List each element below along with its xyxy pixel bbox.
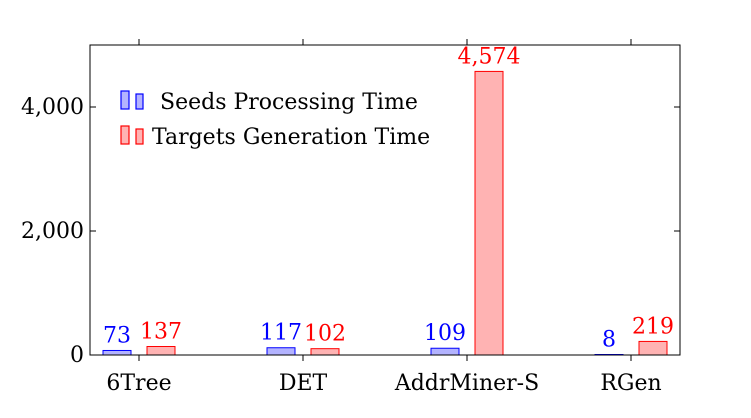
bar-value-label: 102 xyxy=(304,322,346,347)
y-tick-label: 2,000 xyxy=(21,219,84,244)
legend: Seeds Processing Time Targets Generation … xyxy=(120,90,430,150)
legend-swatch xyxy=(120,90,130,110)
bars xyxy=(102,70,668,356)
y-tick-label: 0 xyxy=(70,343,84,368)
legend-swatch xyxy=(120,125,130,145)
legend-swatch xyxy=(135,128,144,145)
bar xyxy=(102,349,132,356)
bar xyxy=(474,70,504,356)
bar xyxy=(638,340,668,356)
bar xyxy=(146,346,176,356)
bar-value-label: 109 xyxy=(424,321,466,346)
x-tick-label: AddrMiner-S xyxy=(394,371,539,396)
legend-swatch xyxy=(135,93,144,110)
y-tick-labels: 0 2,000 4,000 xyxy=(21,95,84,368)
axis-ticks xyxy=(90,39,680,361)
bar-value-label: 117 xyxy=(260,321,302,346)
bar xyxy=(430,347,460,356)
x-tick-label: RGen xyxy=(600,371,661,396)
bar xyxy=(310,348,340,356)
legend-label: Targets Generation Time xyxy=(152,125,430,150)
bar-value-label: 4,574 xyxy=(458,44,521,69)
bar-value-label: 137 xyxy=(140,320,182,345)
bar-value-label: 8 xyxy=(602,328,616,353)
x-tick-label: DET xyxy=(279,371,328,396)
bar-value-label: 219 xyxy=(632,314,674,339)
y-tick-label: 4,000 xyxy=(21,95,84,120)
x-tick-label: 6Tree xyxy=(106,371,171,396)
x-tick-labels: 6Tree DET AddrMiner-S RGen xyxy=(106,371,661,396)
bar-value-label: 73 xyxy=(103,323,131,348)
plot-frame xyxy=(89,44,681,356)
legend-label: Seeds Processing Time xyxy=(160,90,418,115)
data-labels: 73 137 117 102 109 4,574 8 219 xyxy=(103,44,674,352)
bar xyxy=(266,347,296,356)
